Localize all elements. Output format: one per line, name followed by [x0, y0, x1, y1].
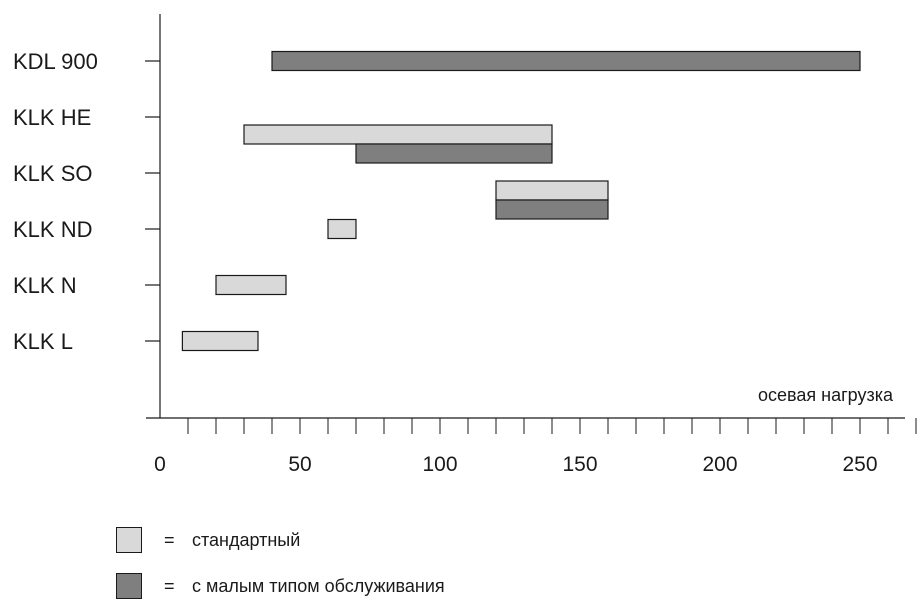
bar-standard [215, 274, 287, 296]
x-tick-label: 250 [842, 453, 877, 476]
category-label: KLK SO [13, 161, 92, 186]
legend-swatch-standard [116, 527, 142, 553]
bar-standard [181, 330, 259, 352]
x-tick-label: 0 [154, 453, 166, 476]
legend-label-low-maintenance: с малым типом обслуживания [192, 575, 445, 596]
bar-standard [495, 180, 609, 201]
x-tick-label: 150 [562, 453, 597, 476]
legend: = стандартный = с малым типом обслуживан… [116, 524, 445, 616]
x-tick-label: 100 [422, 453, 457, 476]
bar-low-maintenance [271, 50, 861, 72]
legend-item-low-maintenance: = с малым типом обслуживания [116, 570, 445, 602]
bar-standard [327, 218, 357, 240]
bar-low-maintenance [355, 143, 553, 164]
category-label: KDL 900 [13, 49, 98, 74]
category-label: KLK ND [13, 217, 92, 242]
bar-standard [243, 124, 553, 145]
x-axis-title: осевая нагрузка [758, 385, 894, 405]
x-tick-label: 50 [288, 453, 311, 476]
legend-item-standard: = стандартный [116, 524, 445, 556]
legend-equals: = [164, 529, 175, 550]
legend-equals: = [164, 575, 175, 596]
axle-load-range-chart: осевая нагрузка KDL 900 KLK HE KLK SO KLK N… [13, 14, 917, 476]
bar-low-maintenance [495, 199, 609, 220]
legend-label-standard: стандартный [192, 529, 301, 550]
x-tick-label: 200 [702, 453, 737, 476]
legend-swatch-low-maintenance [116, 573, 142, 599]
category-label: KLK L [13, 329, 73, 354]
category-label: KLK HE [13, 105, 91, 130]
category-label: KLK N [13, 273, 77, 298]
